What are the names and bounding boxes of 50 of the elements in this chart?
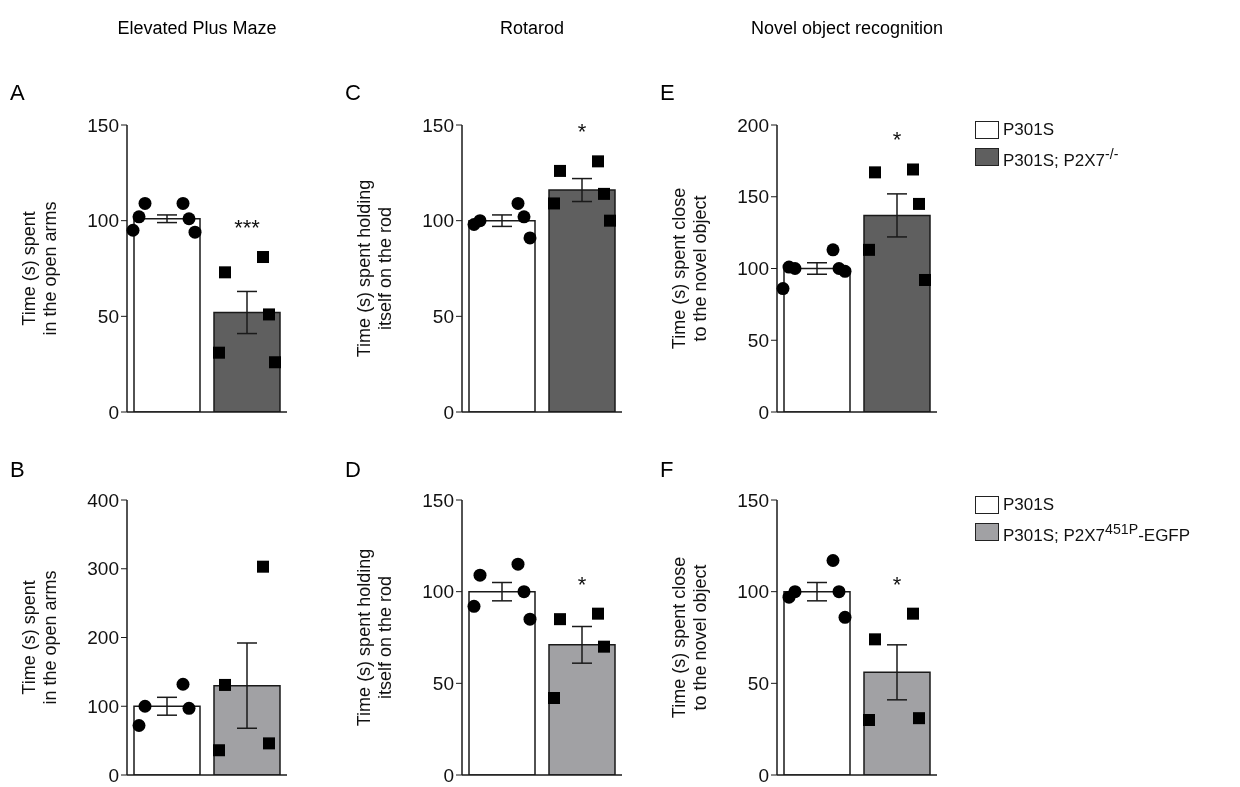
chart-subtitle: A [10, 80, 25, 106]
y-tick-label: 150 [87, 114, 119, 136]
y-tick-label: 0 [108, 401, 119, 423]
chart-title: Rotarod [498, 18, 565, 39]
y-tick-label: 150 [422, 114, 454, 136]
y-axis-title: Time (s) spent close to the novel object [669, 187, 710, 350]
legend-label: P301S; P2X7$^{451P}$-EGFP [1003, 520, 1191, 547]
annotation: *** [234, 215, 261, 241]
y-tick-label: 50 [97, 306, 119, 328]
legend-label: P301S; P2X7$^{-/-}$ [1003, 145, 1119, 172]
chart-title: D [345, 457, 361, 483]
y-tick-label: 100 [737, 258, 769, 280]
y-tick-label: 150 [422, 489, 454, 511]
annotation: * [892, 571, 902, 597]
y-tick-label: 50 [747, 329, 769, 351]
y-axis-title: Time (s) spent holding itself on the rod [354, 548, 395, 727]
y-axis-title: Time (s) spent in the open arms [19, 201, 60, 336]
y-tick-label: 100 [737, 581, 769, 603]
y-tick-label: 50 [747, 673, 769, 695]
chart-title: F [660, 457, 674, 483]
y-tick-label: 150 [737, 186, 769, 208]
y-tick-label: 100 [422, 581, 454, 603]
y-tick-label: 200 [737, 114, 769, 136]
chart-title: Elevated Plus Maze [116, 18, 278, 39]
y-tick-label: 0 [443, 764, 454, 786]
annotation: * [892, 127, 902, 153]
y-tick-label: 300 [87, 558, 119, 580]
y-tick-label: 200 [87, 627, 119, 649]
y-tick-label: 0 [758, 401, 769, 423]
annotation: * [577, 119, 587, 145]
y-tick-label: 50 [432, 673, 454, 695]
y-tick-label: 100 [422, 210, 454, 232]
chart-subtitle: C [345, 80, 361, 106]
y-tick-label: 0 [443, 401, 454, 423]
y-tick-label: 50 [432, 306, 454, 328]
y-tick-label: 0 [758, 764, 769, 786]
y-tick-label: 400 [87, 489, 119, 511]
chart-title: Novel object recognition [749, 18, 945, 39]
chart-subtitle: E [660, 80, 675, 106]
chart-title: B [10, 457, 25, 483]
legend-label: P301S [1003, 119, 1055, 141]
y-tick-label: 100 [87, 695, 119, 717]
y-tick-label: 150 [737, 489, 769, 511]
y-tick-label: 0 [108, 764, 119, 786]
legend-label: P301S [1003, 494, 1055, 516]
y-axis-title: Time (s) spent holding itself on the rod [354, 179, 395, 358]
y-axis-title: Time (s) spent in the open arms [19, 570, 60, 705]
y-axis-title: Time (s) spent close to the novel object [669, 556, 710, 719]
annotation: * [577, 571, 587, 597]
y-tick-label: 100 [87, 210, 119, 232]
